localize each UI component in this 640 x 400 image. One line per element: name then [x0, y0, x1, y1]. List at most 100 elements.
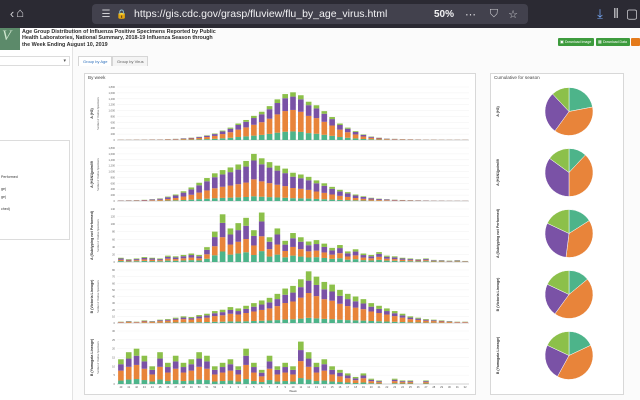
bar-segment[interactable] — [235, 314, 242, 322]
bar-segment[interactable] — [305, 241, 312, 246]
bar-segment[interactable] — [258, 134, 265, 140]
bar-segment[interactable] — [165, 256, 171, 259]
bar-segment[interactable] — [423, 380, 429, 382]
bar-segment[interactable] — [274, 244, 281, 255]
bar-segment[interactable] — [360, 134, 367, 135]
bar-segment[interactable] — [313, 276, 320, 285]
bar-segment[interactable] — [227, 197, 234, 201]
bar-segment[interactable] — [337, 382, 343, 384]
bar-segment[interactable] — [282, 372, 288, 382]
bar-segment[interactable] — [337, 129, 343, 138]
bar-segment[interactable] — [251, 118, 257, 125]
bar-segment[interactable] — [204, 135, 210, 138]
bar-segment[interactable] — [227, 370, 234, 381]
bar-segment[interactable] — [313, 284, 320, 297]
bar-segment[interactable] — [313, 118, 320, 134]
bar-segment[interactable] — [399, 313, 406, 316]
bar-segment[interactable] — [165, 381, 171, 384]
bar-segment[interactable] — [368, 383, 375, 384]
bar-segment[interactable] — [399, 322, 406, 323]
bar-segment[interactable] — [172, 256, 179, 258]
bar-segment[interactable] — [352, 378, 359, 381]
bar-segment[interactable] — [180, 319, 187, 323]
bar-segment[interactable] — [211, 321, 218, 323]
bar-segment[interactable] — [368, 254, 375, 257]
bar-segment[interactable] — [243, 313, 249, 322]
bar-segment[interactable] — [157, 358, 163, 367]
bar-segment[interactable] — [172, 259, 179, 261]
bar-segment[interactable] — [196, 316, 202, 319]
bar-segment[interactable] — [329, 125, 335, 136]
bar-segment[interactable] — [368, 378, 375, 380]
bar-segment[interactable] — [360, 257, 367, 261]
bar-segment[interactable] — [384, 139, 390, 140]
bar-segment[interactable] — [337, 303, 343, 320]
bar-segment[interactable] — [344, 299, 351, 307]
bar-segment[interactable] — [423, 382, 429, 384]
bar-segment[interactable] — [407, 381, 414, 383]
bar-segment[interactable] — [407, 259, 414, 261]
bar-segment[interactable] — [352, 383, 359, 384]
bar-segment[interactable] — [376, 259, 382, 262]
bar-segment[interactable] — [376, 382, 382, 384]
bar-segment[interactable] — [274, 132, 281, 140]
bar-segment[interactable] — [251, 306, 257, 312]
bar-segment[interactable] — [407, 260, 414, 262]
bar-segment[interactable] — [298, 249, 304, 257]
bar-segment[interactable] — [227, 359, 234, 365]
bar-segment[interactable] — [384, 314, 390, 322]
bar-segment[interactable] — [368, 139, 375, 140]
bar-segment[interactable] — [298, 361, 304, 379]
bar-segment[interactable] — [157, 366, 163, 380]
bar-segment[interactable] — [407, 316, 414, 318]
bar-segment[interactable] — [211, 246, 218, 256]
bar-segment[interactable] — [368, 303, 375, 307]
bar-segment[interactable] — [196, 199, 202, 201]
bar-segment[interactable] — [133, 379, 140, 384]
bar-segment[interactable] — [368, 260, 375, 262]
bar-segment[interactable] — [298, 99, 304, 112]
bar-segment[interactable] — [298, 341, 304, 351]
bar-segment[interactable] — [251, 196, 257, 201]
page-info-icon[interactable]: ☰ — [101, 8, 111, 20]
bar-segment[interactable] — [438, 260, 445, 262]
tab-group-by-age[interactable]: Group by Age — [78, 56, 112, 66]
bar-segment[interactable] — [360, 260, 367, 262]
bar-segment[interactable] — [376, 381, 382, 383]
bar-segment[interactable] — [313, 244, 320, 251]
bar-segment[interactable] — [266, 320, 273, 323]
bar-segment[interactable] — [305, 198, 312, 201]
bar-segment[interactable] — [454, 261, 461, 262]
bar-segment[interactable] — [399, 259, 406, 262]
bar-segment[interactable] — [251, 179, 257, 197]
bar-segment[interactable] — [172, 198, 179, 201]
bar-segment[interactable] — [204, 380, 210, 384]
bar-segment[interactable] — [282, 240, 288, 245]
bar-segment[interactable] — [266, 197, 273, 201]
bar-segment[interactable] — [360, 255, 367, 258]
bar-segment[interactable] — [274, 369, 281, 375]
bar-segment[interactable] — [344, 128, 351, 133]
pie-slice[interactable] — [546, 270, 570, 295]
bar-segment[interactable] — [344, 196, 351, 201]
bar-segment[interactable] — [219, 134, 226, 139]
bar-segment[interactable] — [165, 255, 171, 257]
bar-segment[interactable] — [298, 256, 304, 262]
bar-segment[interactable] — [180, 200, 187, 201]
bar-segment[interactable] — [290, 176, 296, 188]
bar-segment[interactable] — [235, 197, 242, 201]
bar-segment[interactable] — [384, 308, 390, 312]
bar-segment[interactable] — [282, 257, 288, 262]
bar-segment[interactable] — [321, 199, 328, 201]
pie-slice[interactable] — [546, 209, 570, 234]
bar-segment[interactable] — [251, 311, 257, 322]
bar-segment[interactable] — [399, 315, 406, 318]
bar-segment[interactable] — [204, 254, 210, 259]
bar-segment[interactable] — [204, 181, 210, 191]
bar-segment[interactable] — [321, 183, 328, 186]
bar-segment[interactable] — [313, 381, 320, 384]
bar-segment[interactable] — [196, 352, 202, 359]
bar-segment[interactable] — [266, 297, 273, 303]
bar-segment[interactable] — [274, 299, 281, 307]
bar-segment[interactable] — [352, 320, 359, 323]
